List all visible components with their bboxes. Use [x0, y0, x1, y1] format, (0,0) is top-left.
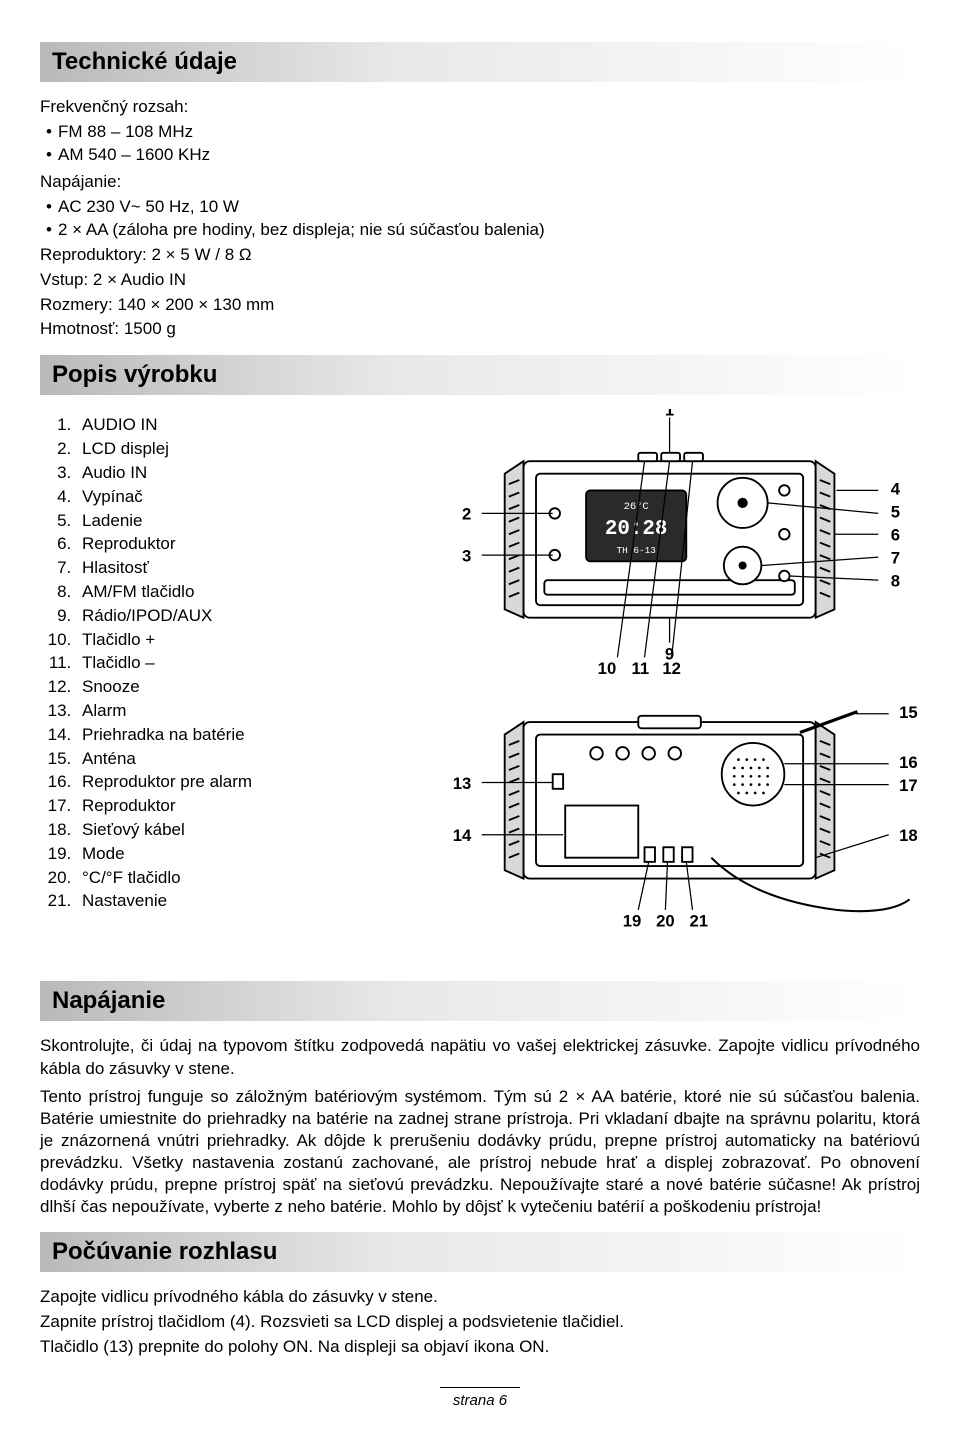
list-item: AM/FM tlačidlo [76, 580, 420, 604]
dims-line: Rozmery: 140 × 200 × 130 mm [40, 294, 920, 317]
freq-list: FM 88 – 108 MHz AM 540 – 1600 KHz [40, 121, 920, 167]
display-line1: 26°C [624, 502, 649, 514]
spec-item: FM 88 – 108 MHz [46, 121, 920, 144]
page-footer: strana 6 [440, 1387, 520, 1409]
heading-radio: Počúvanie rozhlasu [52, 1238, 908, 1266]
list-item: Tlačidlo + [76, 628, 420, 652]
callout: 18 [899, 826, 918, 845]
power-paragraph-1: Skontrolujte, či údaj na typovom štítku … [40, 1035, 920, 1079]
radio-line: Zapnite prístroj tlačidlom (4). Rozsviet… [40, 1311, 920, 1334]
list-item: Hlasitosť [76, 556, 420, 580]
specs-block: Frekvenčný rozsah: FM 88 – 108 MHz AM 54… [40, 96, 920, 341]
callout: 7 [891, 549, 900, 568]
callout: 21 [690, 912, 709, 931]
callout: 4 [891, 480, 901, 499]
list-item: Nastavenie [76, 889, 420, 913]
callout: 1 [665, 409, 674, 419]
heading-desc: Popis výrobku [52, 361, 908, 389]
speakers-line: Reproduktory: 2 × 5 W / 8 Ω [40, 244, 920, 267]
radio-line: Zapojte vidlicu prívodného kábla do zásu… [40, 1286, 920, 1309]
callout: 5 [891, 503, 900, 522]
callout: 16 [899, 753, 918, 772]
list-item: Anténa [76, 747, 420, 771]
callout: 2 [462, 505, 471, 524]
list-item: Mode [76, 842, 420, 866]
input-line: Vstup: 2 × Audio IN [40, 269, 920, 292]
product-diagram: 26°C 20:28 TH 6-13 [440, 409, 920, 967]
list-item: Vypínač [76, 485, 420, 509]
callout: 6 [891, 526, 900, 545]
heading-tech: Technické údaje [52, 48, 908, 76]
callout: 3 [462, 547, 471, 566]
power-label: Napájanie: [40, 171, 920, 194]
callout: 12 [662, 659, 681, 678]
heading-power: Napájanie [52, 987, 908, 1015]
list-item: AUDIO IN [76, 413, 420, 437]
list-item: Snooze [76, 675, 420, 699]
list-item: Audio IN [76, 461, 420, 485]
callout: 8 [891, 572, 900, 591]
callout: 15 [899, 703, 918, 722]
list-item: Alarm [76, 699, 420, 723]
list-item: °C/°F tlačidlo [76, 866, 420, 890]
section-header-radio: Počúvanie rozhlasu [40, 1232, 920, 1272]
list-item: Reproduktor [76, 794, 420, 818]
callout: 19 [623, 912, 642, 931]
callout: 11 [632, 659, 650, 678]
weight-line: Hmotnosť: 1500 g [40, 318, 920, 341]
section-header-desc: Popis výrobku [40, 355, 920, 395]
spec-item: AM 540 – 1600 KHz [46, 144, 920, 167]
callout: 13 [453, 774, 472, 793]
callout: 14 [453, 826, 472, 845]
power-paragraph-2: Tento prístroj funguje so záložným batér… [40, 1086, 920, 1219]
list-item: LCD displej [76, 437, 420, 461]
list-item: Rádio/IPOD/AUX [76, 604, 420, 628]
spec-item: AC 230 V~ 50 Hz, 10 W [46, 196, 920, 219]
list-item: Tlačidlo – [76, 651, 420, 675]
callout: 17 [899, 776, 918, 795]
display-line3: TH 6-13 [616, 545, 656, 556]
callout: 20 [656, 912, 675, 931]
list-item: Sieťový kábel [76, 818, 420, 842]
radio-line: Tlačidlo (13) prepnite do polohy ON. Na … [40, 1336, 920, 1359]
radio-block: Zapojte vidlicu prívodného kábla do zásu… [40, 1286, 920, 1359]
section-header-tech: Technické údaje [40, 42, 920, 82]
list-item: Reproduktor [76, 532, 420, 556]
list-item: Ladenie [76, 509, 420, 533]
parts-list: AUDIO IN LCD displej Audio IN Vypínač La… [40, 413, 420, 913]
callout: 10 [598, 659, 617, 678]
spec-item: 2 × AA (záloha pre hodiny, bez displeja;… [46, 219, 920, 242]
section-header-power: Napájanie [40, 981, 920, 1021]
power-list: AC 230 V~ 50 Hz, 10 W 2 × AA (záloha pre… [40, 196, 920, 242]
list-item: Priehradka na batérie [76, 723, 420, 747]
list-item: Reproduktor pre alarm [76, 770, 420, 794]
freq-label: Frekvenčný rozsah: [40, 96, 920, 119]
